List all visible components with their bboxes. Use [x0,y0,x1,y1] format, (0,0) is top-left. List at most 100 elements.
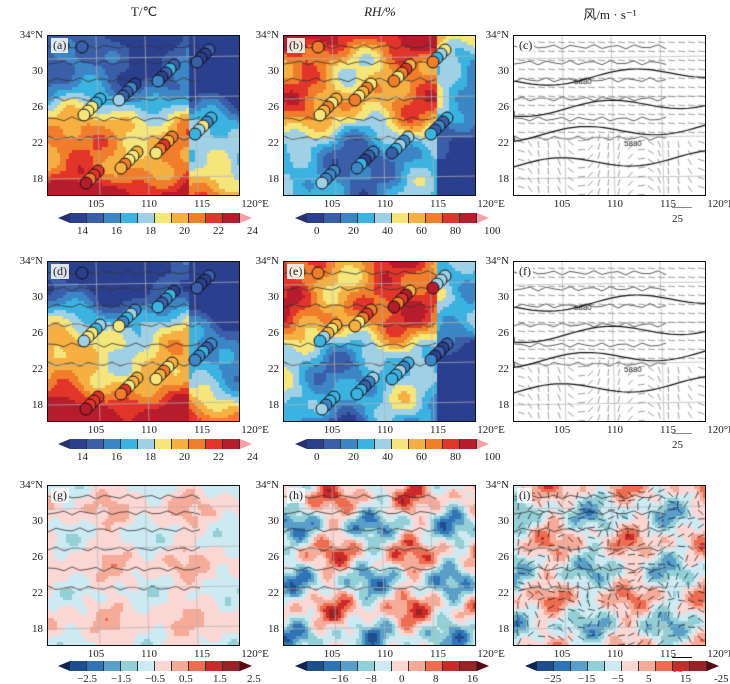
colorbar-tick-label: 16 [467,673,478,684]
y-tick-label: 34°N [19,255,43,267]
colorbar-tick-label: −0.5 [145,673,165,684]
colorbar-tick-label: 20 [348,451,359,463]
x-tick-label: 120°E [241,198,269,210]
colorbar-segment [138,439,155,449]
colorbar-tick-label: 40 [382,451,393,463]
colorbar-segment [87,661,104,671]
y-tick-label: 18 [498,399,509,411]
colorbar-tick-label: −16 [331,673,349,684]
reference-vector-arrow-icon [672,433,692,434]
reference-vector-arrow-icon [672,207,692,208]
colorbar-tick-label: 0 [314,225,320,237]
map-panel: (a) [47,35,240,196]
x-tick-label: 115 [429,648,447,660]
colorbar-segment [443,213,460,223]
colorbar-tick-label: 100 [484,225,501,237]
colorbar-segment [341,439,358,449]
colorbar-segment [70,213,87,223]
colorbar-segment [155,661,172,671]
x-tick-label: 110 [140,198,158,210]
x-tick-label: 115 [659,648,677,660]
colorbar-tick-label: 18 [145,451,156,463]
colorbar-segment [341,213,358,223]
y-tick-label: 22 [498,363,509,375]
colorbar-segment [104,661,121,671]
x-tick-label: 110 [376,648,394,660]
colorbar-temperature [58,213,252,223]
colorbar-segment [104,439,121,449]
map-panel: (h) [283,485,476,646]
colorbar-segment [155,439,172,449]
x-tick-label: 105 [87,648,105,660]
colorbar-segment [206,213,223,223]
y-tick-label: 30 [498,65,509,77]
colorbar-segment [554,661,571,671]
colorbar-tick-label: −2.5 [77,673,97,684]
y-tick-label: 34°N [19,29,43,41]
map-panel: (d) [47,261,240,422]
colorbar-tick-label: 80 [450,225,461,237]
colorbar-segment [172,661,189,671]
map-field [48,262,239,421]
colorbar-segment [460,439,477,449]
colorbar-segment [392,661,409,671]
y-tick-label: 22 [268,587,279,599]
colorbar-tick-label: -25 [714,673,729,684]
colorbar-segment [409,661,426,671]
map-field [514,262,705,421]
panel-label: (e) [287,264,305,279]
colorbar-tick-label: 2.5 [247,673,261,684]
map-field [514,36,705,195]
colorbar-segment [639,661,656,671]
colorbar-segment [121,439,138,449]
y-tick-label: 34°N [255,29,279,41]
y-tick-label: 18 [32,173,43,185]
colorbar-tick-label: 22 [213,451,224,463]
colorbar-segment [307,213,324,223]
colorbar-segment [172,439,189,449]
colorbar-segment [537,661,554,671]
map-panel: (b) [283,35,476,196]
colorbar-segment [223,213,240,223]
colorbar-t_diff [58,661,252,671]
colorbar-segment [460,661,477,671]
x-tick-label: 115 [659,424,677,436]
colorbar-segment [70,439,87,449]
colorbar-tick-label: 16 [111,225,122,237]
reference-vector-label: 25 [672,213,683,225]
x-tick-label: 110 [140,648,158,660]
colorbar-tick-label: 15 [680,673,691,684]
colorbar-tick-label: 80 [450,451,461,463]
x-tick-label: 105 [553,648,571,660]
x-tick-label: 105 [87,198,105,210]
colorbar-segment [375,439,392,449]
x-tick-label: 120°E [241,424,269,436]
x-tick-label: 120°E [707,198,730,210]
y-tick-label: 26 [498,101,509,113]
colorbar-segment [189,439,206,449]
colorbar-segment [375,213,392,223]
panel-label: (g) [51,488,69,503]
colorbar-segment [622,661,639,671]
map-panel: (i) [513,485,706,646]
colorbar-tick-label: 1.5 [213,673,227,684]
colorbar-segment [409,439,426,449]
colorbar-segment [571,661,588,671]
reference-vector-arrow-icon [672,657,692,658]
colorbar-segment [656,661,673,671]
y-tick-label: 26 [498,327,509,339]
map-field [48,486,239,645]
y-tick-label: 26 [32,327,43,339]
x-tick-label: 115 [659,198,677,210]
colorbar-tick-label: 20 [348,225,359,237]
panel-label: (c) [517,38,535,53]
y-tick-label: 30 [268,515,279,527]
x-tick-label: 105 [553,198,571,210]
y-tick-label: 22 [32,363,43,375]
colorbar-segment [138,213,155,223]
map-panel: (g) [47,485,240,646]
colorbar-segment [121,661,138,671]
x-tick-label: 120°E [477,424,505,436]
colorbar-tick-label: 22 [213,225,224,237]
x-tick-label: 115 [429,424,447,436]
